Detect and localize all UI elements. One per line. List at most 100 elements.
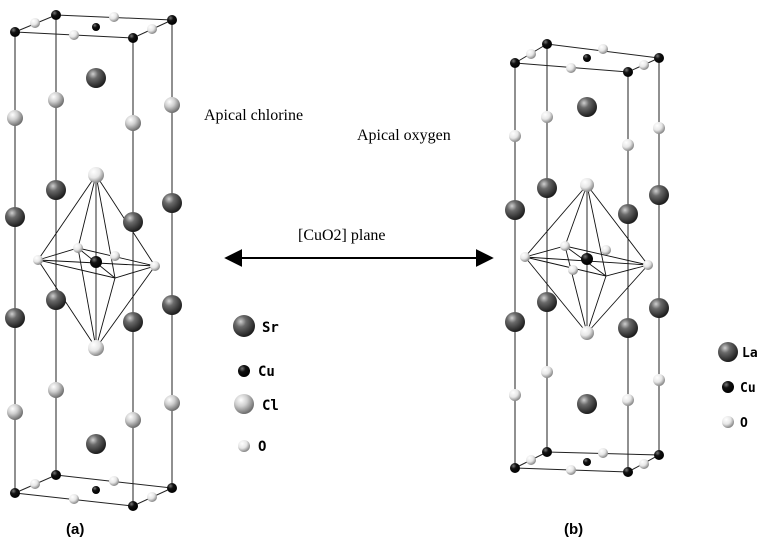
o-atom (560, 241, 570, 251)
cl-atom (125, 115, 141, 131)
la-atom (649, 298, 669, 318)
o-atom (30, 479, 40, 489)
legend-cl-swatch (234, 394, 254, 414)
o-atom (526, 49, 536, 59)
bond-line (95, 277, 116, 349)
sr-atom (46, 290, 66, 310)
apical-chlorine-label: Apical chlorine (204, 107, 303, 124)
bond-line (524, 184, 588, 258)
cl-atom (125, 412, 141, 428)
o-atom (69, 30, 79, 40)
o-atom (622, 139, 634, 151)
la-atom (537, 178, 557, 198)
o-atom (598, 448, 608, 458)
legend-o-b-swatch (722, 416, 734, 428)
o-atom (639, 60, 649, 70)
o-atom (526, 455, 536, 465)
o-atom (566, 465, 576, 475)
cu-atom (10, 27, 20, 37)
cl-atom (48, 92, 64, 108)
cl-atom (164, 97, 180, 113)
o-atom (110, 251, 120, 261)
o-atom (73, 243, 83, 253)
cu-atom (654, 450, 664, 460)
la-atom (577, 394, 597, 414)
cu-atom (51, 10, 61, 20)
o-atom (150, 261, 160, 271)
cu-atom (10, 488, 20, 498)
la-atom (505, 200, 525, 220)
bond-line (586, 184, 649, 266)
cu-atom (128, 33, 138, 43)
cuo2-plane-label: [CuO2] plane (298, 227, 386, 244)
sr-atom (86, 434, 106, 454)
atoms-a (5, 10, 182, 511)
panel-b-label: (b) (564, 521, 583, 538)
o-atom (147, 24, 157, 34)
structure-a (5, 10, 182, 511)
legend-cu-b-swatch (722, 381, 734, 393)
la-atom (649, 185, 669, 205)
o-atom (541, 366, 553, 378)
bond-line (564, 245, 588, 334)
cu-atom (583, 458, 591, 466)
cu-atom (167, 483, 177, 493)
atoms-b (505, 39, 669, 477)
o-atom (643, 260, 653, 270)
o-atom (622, 394, 634, 406)
o-atom (30, 18, 40, 28)
o-atom (580, 178, 594, 192)
la-atom (618, 318, 638, 338)
cu-atom (510, 463, 520, 473)
cl-atom (7, 110, 23, 126)
cu-atom (542, 447, 552, 457)
o-atom (147, 492, 157, 502)
legend-o-label: O (258, 439, 266, 455)
bond-line (37, 259, 97, 349)
o-atom (653, 374, 665, 386)
structure-b (505, 39, 669, 477)
o-atom (566, 63, 576, 73)
bond-line (586, 264, 649, 334)
cu-atom (583, 54, 591, 62)
cl-atom (164, 395, 180, 411)
bond-line (524, 256, 588, 334)
o-atom (639, 459, 649, 469)
o-atom (109, 476, 119, 486)
o-atom (33, 255, 43, 265)
legend-sr-label: Sr (262, 320, 279, 336)
bond-line (564, 184, 588, 247)
la-atom (505, 312, 525, 332)
legend-cu-b-label: Cu (740, 381, 756, 396)
octahedron-a (36, 174, 157, 349)
o-atom (601, 245, 611, 255)
bond-line (77, 174, 97, 249)
o-atom (88, 167, 104, 183)
legend-o-swatch (238, 440, 250, 452)
cu-atom (51, 470, 61, 480)
cu-atom (92, 23, 100, 31)
panel-a-label: (a) (66, 521, 84, 538)
cu-atom (128, 501, 138, 511)
o-atom (88, 340, 104, 356)
cl-atom (7, 404, 23, 420)
o-atom (109, 12, 119, 22)
bond-line (77, 247, 97, 349)
bond-line (37, 174, 97, 261)
apical-oxygen-label: Apical oxygen (357, 127, 451, 144)
legend-o-b-label: O (740, 416, 748, 431)
cu-atom (623, 67, 633, 77)
cu-atom (623, 467, 633, 477)
o-atom (509, 130, 521, 142)
la-atom (577, 97, 597, 117)
cu-atom (542, 39, 552, 49)
sr-atom (5, 308, 25, 328)
o-atom (69, 494, 79, 504)
sr-atom (162, 193, 182, 213)
bond-line (95, 174, 116, 279)
bond-line (586, 184, 607, 277)
la-atom (618, 204, 638, 224)
o-atom (653, 122, 665, 134)
o-atom (598, 44, 608, 54)
legend-sr-swatch (233, 315, 255, 337)
